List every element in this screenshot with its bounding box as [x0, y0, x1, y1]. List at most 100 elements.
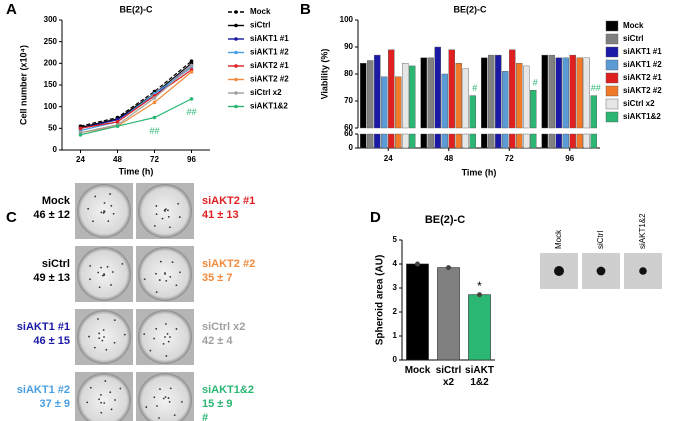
series-line	[80, 65, 192, 134]
x-tick-label: 24	[384, 154, 393, 163]
bar-base	[530, 133, 537, 149]
y-axis-label: Viability (%)	[319, 49, 329, 100]
bar-base	[562, 133, 569, 149]
bar	[590, 95, 597, 129]
bar-base	[374, 133, 381, 149]
colony	[167, 209, 169, 212]
colony	[113, 341, 116, 344]
colony	[104, 380, 107, 382]
colony-count: 35 ± 7	[202, 272, 233, 284]
series-line	[80, 62, 192, 129]
colony-count: 41 ± 13	[202, 209, 239, 221]
colony	[159, 388, 161, 391]
x-tick-label: Mock	[405, 365, 431, 376]
colony	[164, 208, 167, 211]
point	[152, 115, 157, 120]
bar	[576, 57, 583, 129]
legend-label: Mock	[250, 7, 271, 16]
colony	[167, 340, 170, 343]
bar	[388, 49, 395, 129]
bar-base	[541, 133, 548, 149]
colony	[98, 337, 101, 340]
colony	[177, 202, 180, 205]
x-tick-label: 72	[150, 155, 159, 164]
colony	[162, 397, 165, 400]
annotation: *	[477, 279, 482, 293]
colony	[169, 275, 172, 278]
colony	[155, 272, 157, 275]
colony	[165, 279, 168, 282]
colony	[158, 279, 161, 281]
colony	[100, 393, 102, 396]
bar-base	[481, 133, 488, 149]
colony	[163, 209, 166, 211]
colony	[97, 271, 100, 274]
bar-base	[583, 133, 590, 149]
y-tick-label: 300	[44, 15, 58, 24]
legend-label: siAKT2 #1	[250, 61, 289, 70]
point	[189, 70, 194, 74]
bar	[381, 76, 388, 129]
colony	[155, 291, 158, 294]
legend-swatch	[605, 46, 619, 58]
legend-swatch	[605, 59, 619, 71]
legend-label: Mock	[623, 21, 644, 30]
colony	[110, 204, 113, 207]
legend-label: siAKT2 #2	[250, 75, 289, 84]
colony	[167, 397, 170, 399]
colony	[166, 332, 169, 335]
colony	[102, 329, 105, 331]
panel-label: A	[6, 1, 17, 18]
image-label: siCtrl	[596, 231, 605, 249]
annotation: ##	[591, 83, 601, 93]
bar	[448, 49, 455, 129]
legend-label: siCtrl	[623, 34, 643, 43]
colony	[112, 212, 115, 215]
bar-base	[381, 133, 388, 149]
y-tick-label: 0	[349, 143, 354, 152]
bar-base	[548, 133, 555, 149]
bar-base	[367, 133, 374, 149]
bar-base	[495, 133, 502, 149]
bar	[516, 63, 523, 129]
legend-label: siAKT2 #1	[623, 73, 662, 82]
bar	[406, 263, 429, 361]
point	[152, 96, 157, 100]
colony	[145, 406, 148, 408]
y-tick-label: 150	[44, 80, 58, 89]
legend-swatch	[605, 33, 619, 45]
colony	[89, 278, 91, 281]
colony	[168, 401, 171, 403]
colony	[103, 210, 106, 213]
y-tick-label: 90	[344, 42, 353, 51]
y-tick-label: 4	[393, 259, 398, 268]
legend-label: siAKT1&2	[623, 112, 661, 121]
colony	[178, 216, 181, 218]
plate	[77, 373, 131, 421]
chart-title: BE(2)-C	[120, 4, 153, 14]
chart-title: BE(2)-C	[425, 214, 465, 226]
colony	[121, 262, 124, 265]
point	[189, 97, 194, 101]
legend-swatch	[605, 20, 619, 32]
point	[152, 100, 157, 105]
colony	[113, 319, 116, 322]
colony	[153, 224, 156, 227]
colony	[98, 332, 101, 335]
legend-swatch	[605, 111, 619, 123]
bar	[523, 65, 530, 129]
colony-count: 15 ± 9	[202, 398, 233, 410]
bar	[367, 60, 374, 129]
image-label: Mock	[554, 229, 563, 249]
point	[78, 133, 83, 137]
colony-label: siAKT1&2	[202, 384, 254, 396]
colony	[92, 220, 94, 223]
colony	[143, 278, 146, 281]
annotation: #	[472, 83, 477, 93]
colony-count: 42 ± 4	[202, 335, 233, 347]
colony	[103, 202, 106, 204]
bar-base	[488, 133, 495, 149]
colony	[167, 215, 170, 218]
series-line	[80, 98, 192, 136]
legend-marker	[234, 104, 238, 109]
